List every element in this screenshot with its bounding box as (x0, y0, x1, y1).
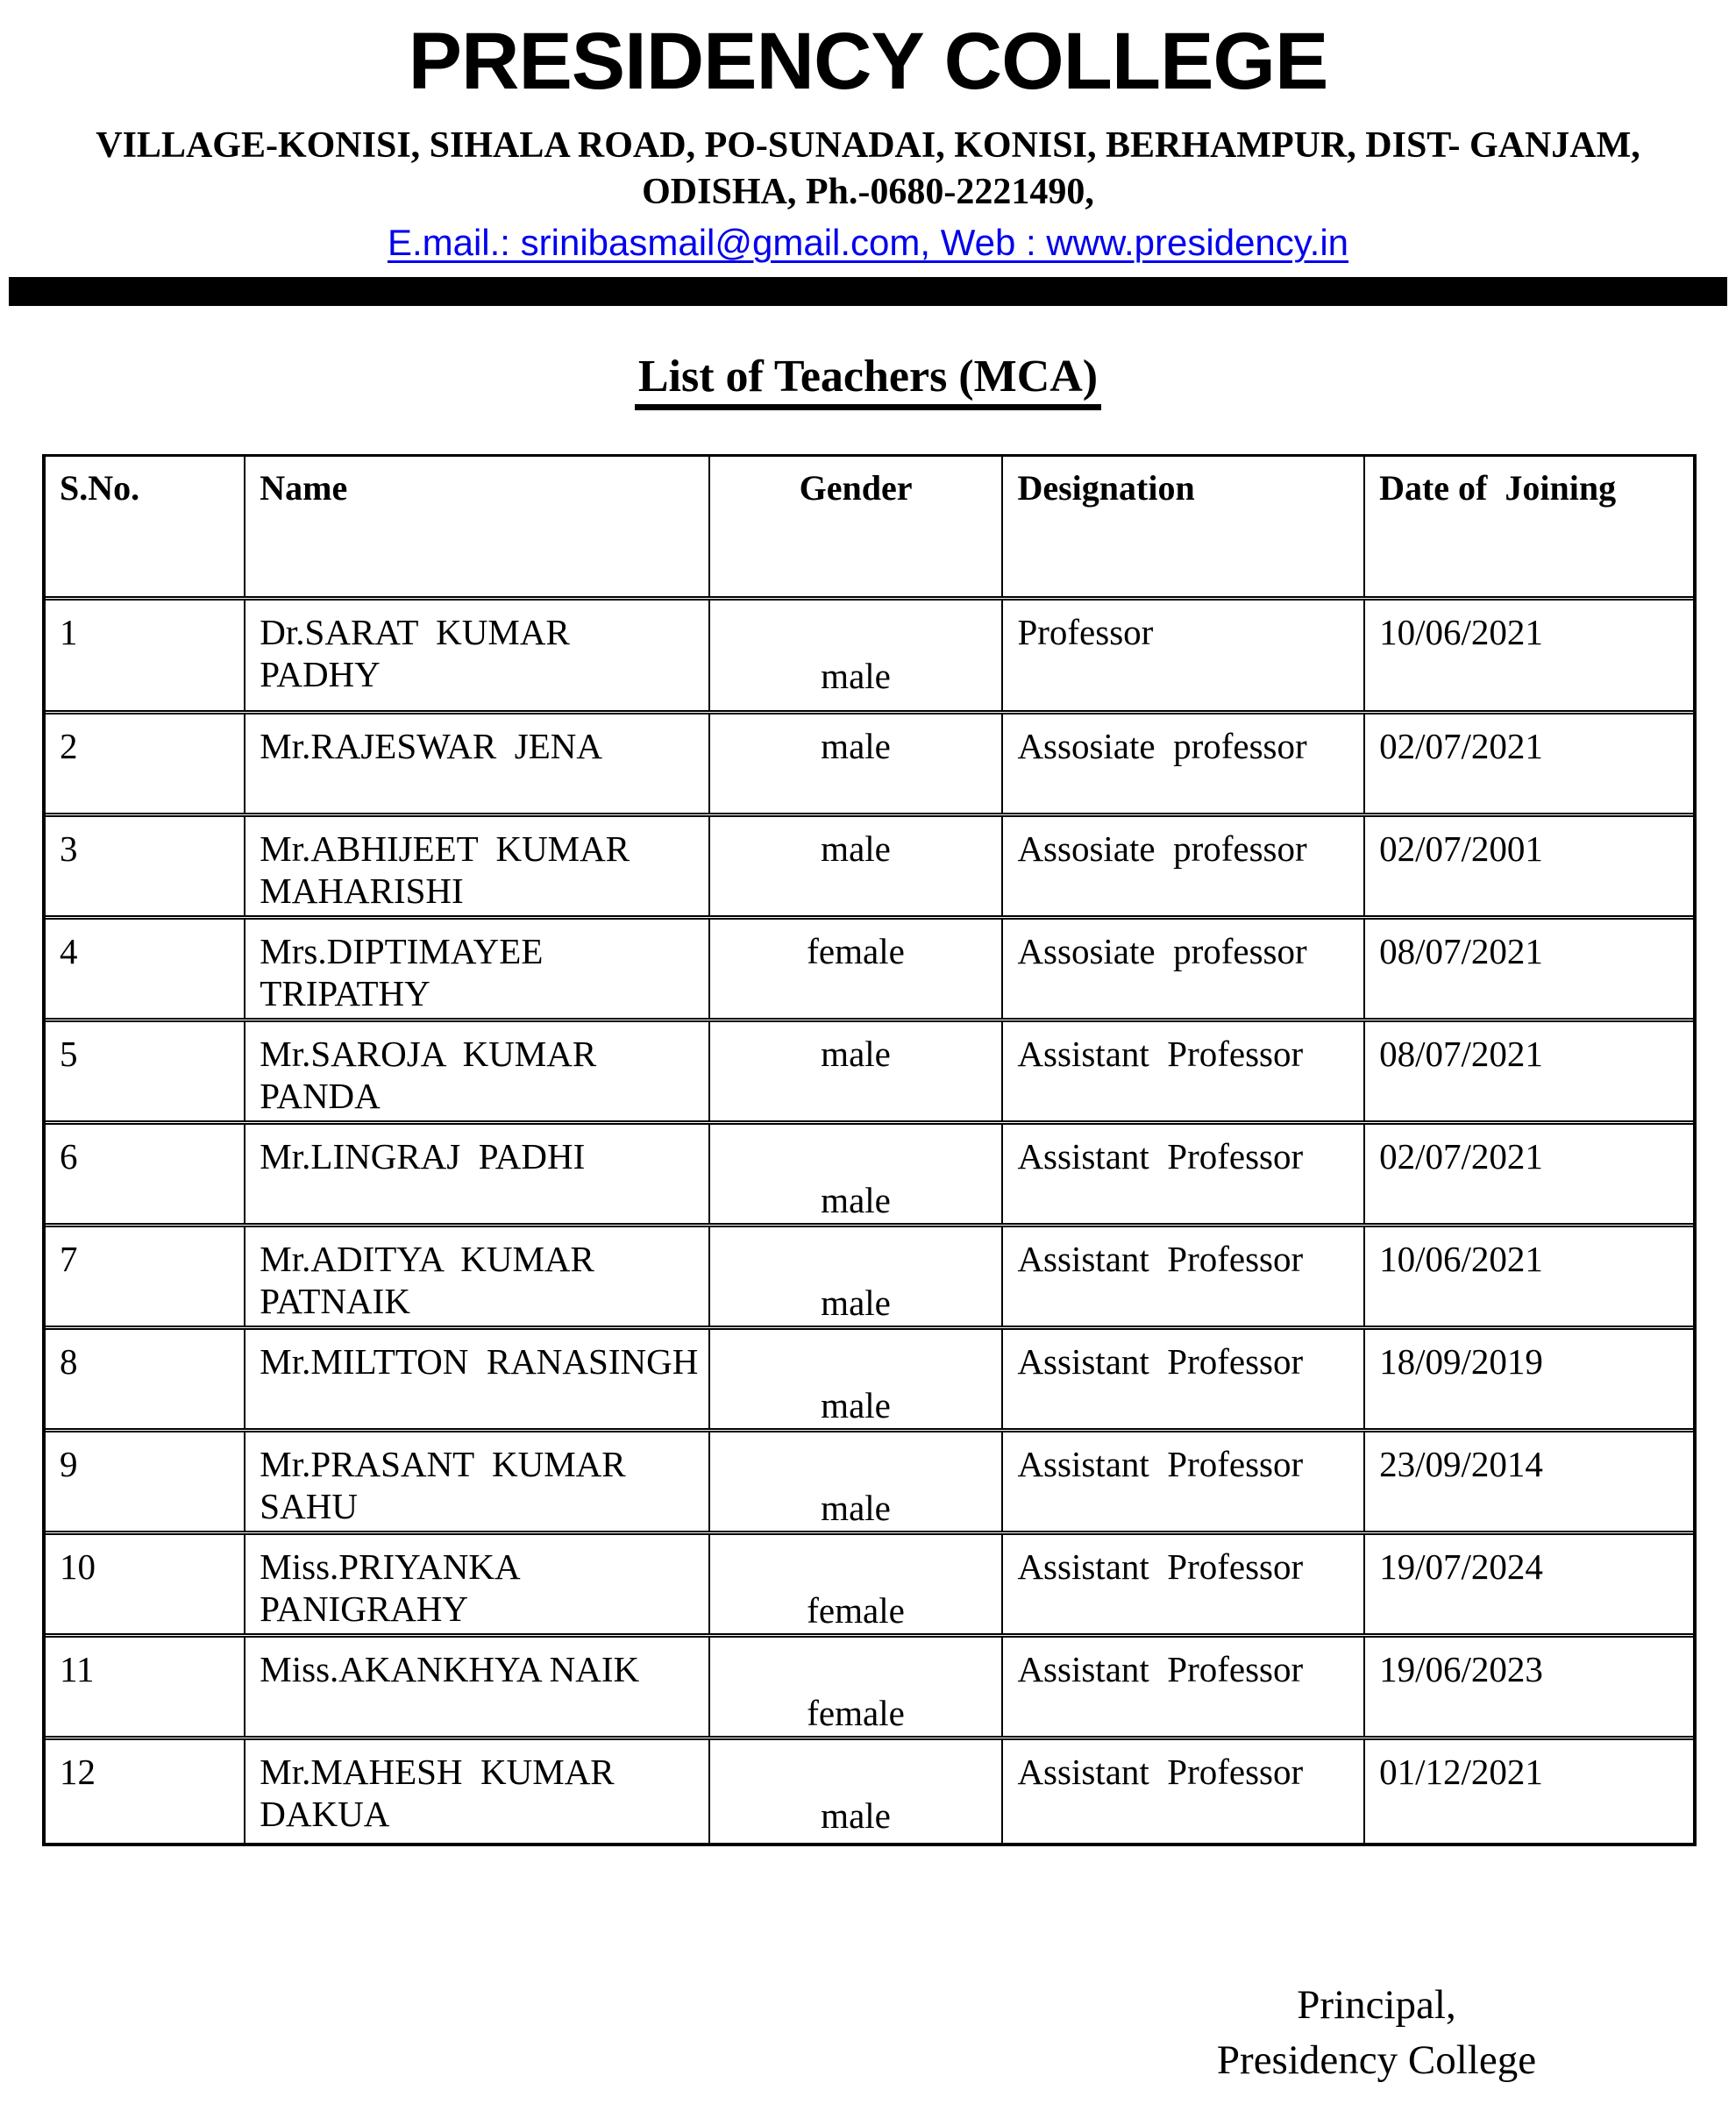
name-cell: Mr.ADITYA KUMAR PATNAIK (245, 1227, 710, 1326)
contact-line: E.mail.: srinibasmail@gmail.com, Web : w… (0, 221, 1736, 265)
designation-cell: Assistant Professor (1003, 1432, 1366, 1532)
date-cell: 10/06/2021 (1379, 1239, 1543, 1280)
sno-cell: 3 (46, 817, 246, 916)
date-cell: 02/07/2001 (1379, 828, 1543, 870)
date-cell: 08/07/2021 (1379, 1034, 1543, 1075)
sno-cell: 12 (46, 1740, 246, 1844)
college-name: PRESIDENCY COLLEGE (408, 17, 1329, 106)
designation-cell: Assistant Professor (1003, 1022, 1366, 1121)
date-cell: 02/07/2021 (1379, 1136, 1543, 1177)
designation-cell: Assosiate professor (1003, 817, 1366, 916)
name-cell: Mr.MILTTON RANASINGH (245, 1330, 710, 1429)
date-cell: 10/06/2021 (1379, 612, 1543, 653)
address-line-2: ODISHA, Ph.-0680-2221490, (642, 172, 1094, 212)
designation-cell: Assistant Professor (1003, 1125, 1366, 1224)
gender-cell: female (710, 1638, 1004, 1737)
sno-cell: 4 (46, 920, 246, 1019)
table-row: 7 Mr.ADITYA KUMAR PATNAIK male Assistant… (46, 1227, 1693, 1331)
designation-cell: Assosiate professor (1003, 714, 1366, 814)
signatory-title: Principal, (1297, 1982, 1456, 2028)
column-header-name: Name (245, 457, 710, 597)
table-row: 6 Mr.LINGRAJ PADHI male Assistant Profes… (46, 1125, 1693, 1228)
name-cell: Miss.AKANKHYA NAIK (245, 1638, 710, 1737)
sno-cell: 7 (46, 1227, 246, 1326)
name-cell: Mrs.DIPTIMAYEE TRIPATHY (245, 920, 710, 1019)
table-row: 10 Miss.PRIYANKA PANIGRAHY female Assist… (46, 1535, 1693, 1638)
designation-cell: Assistant Professor (1003, 1227, 1366, 1326)
table-row: 11 Miss.AKANKHYA NAIK female Assistant P… (46, 1638, 1693, 1741)
designation-cell: Assistant Professor (1003, 1535, 1366, 1634)
date-cell: 23/09/2014 (1379, 1444, 1543, 1485)
date-cell: 01/12/2021 (1379, 1752, 1543, 1793)
sno-cell: 2 (46, 714, 246, 814)
table-row: 8 Mr.MILTTON RANASINGH male Assistant Pr… (46, 1330, 1693, 1433)
date-cell: 18/09/2019 (1379, 1341, 1543, 1383)
name-cell: Mr.PRASANT KUMAR SAHU (245, 1432, 710, 1532)
sno-cell: 10 (46, 1535, 246, 1634)
college-address: VILLAGE-KONISI, SIHALA ROAD, PO-SUNADAI,… (0, 123, 1736, 216)
name-cell: Mr.MAHESH KUMAR DAKUA (245, 1740, 710, 1844)
column-header-gender: Gender (710, 457, 1004, 597)
signatory-org: Presidency College (1216, 2037, 1537, 2083)
address-line-1: VILLAGE-KONISI, SIHALA ROAD, PO-SUNADAI,… (96, 125, 1640, 166)
gender-cell: male (710, 1432, 1004, 1532)
designation-cell: Assistant Professor (1003, 1638, 1366, 1737)
signature-block: Principal, Presidency College (1157, 1978, 1596, 2088)
date-cell: 02/07/2021 (1379, 726, 1543, 767)
teachers-table: S.No. Name Gender Designation Date of Jo… (42, 454, 1697, 1847)
divider-bar (9, 277, 1727, 306)
gender-cell: male (710, 1125, 1004, 1224)
gender-cell: male (710, 601, 1004, 711)
date-cell: 19/07/2024 (1379, 1546, 1543, 1588)
sno-cell: 9 (46, 1432, 246, 1532)
gender-cell: female (710, 920, 1004, 1019)
designation-cell: Assistant Professor (1003, 1740, 1366, 1844)
gender-cell: male (710, 1227, 1004, 1326)
sno-cell: 11 (46, 1638, 246, 1737)
name-cell: Dr.SARAT KUMAR PADHY (245, 601, 710, 711)
table-row: 3 Mr.ABHIJEET KUMAR MAHARISHI male Assos… (46, 817, 1693, 920)
doc-title-wrap: List of Teachers (MCA) (0, 352, 1736, 411)
gender-cell: male (710, 1330, 1004, 1429)
gender-cell: male (710, 817, 1004, 916)
name-cell: Mr.LINGRAJ PADHI (245, 1125, 710, 1224)
designation-cell: Professor (1003, 601, 1366, 711)
table-row: 12 Mr.MAHESH KUMAR DAKUA male Assistant … (46, 1740, 1693, 1844)
table-row: 4 Mrs.DIPTIMAYEE TRIPATHY female Assosia… (46, 920, 1693, 1023)
email-web-link[interactable]: E.mail.: srinibasmail@gmail.com, Web : w… (387, 222, 1349, 263)
sno-cell: 1 (46, 601, 246, 711)
sno-cell: 6 (46, 1125, 246, 1224)
table-header-row: S.No. Name Gender Designation Date of Jo… (46, 457, 1693, 601)
name-cell: Mr.RAJESWAR JENA (245, 714, 710, 814)
table-row: 1 Dr.SARAT KUMAR PADHY male Professor 10… (46, 601, 1693, 715)
column-header-date-of-joining: Date of Joining (1379, 468, 1617, 508)
designation-cell: Assosiate professor (1003, 920, 1366, 1019)
table-row: 9 Mr.PRASANT KUMAR SAHU male Assistant P… (46, 1432, 1693, 1536)
name-cell: Mr.ABHIJEET KUMAR MAHARISHI (245, 817, 710, 916)
sno-cell: 8 (46, 1330, 246, 1429)
gender-cell: female (710, 1535, 1004, 1634)
gender-cell: male (710, 1740, 1004, 1844)
column-header-designation: Designation (1003, 457, 1366, 597)
designation-cell: Assistant Professor (1003, 1330, 1366, 1429)
name-cell: Miss.PRIYANKA PANIGRAHY (245, 1535, 710, 1634)
page-title: List of Teachers (MCA) (634, 352, 1102, 411)
gender-cell: male (710, 714, 1004, 814)
date-cell: 19/06/2023 (1379, 1649, 1543, 1690)
gender-cell: male (710, 1022, 1004, 1121)
table-row: 5 Mr.SAROJA KUMAR PANDA male Assistant P… (46, 1022, 1693, 1126)
name-cell: Mr.SAROJA KUMAR PANDA (245, 1022, 710, 1121)
sno-cell: 5 (46, 1022, 246, 1121)
date-cell: 08/07/2021 (1379, 931, 1543, 972)
column-header-sno: S.No. (46, 457, 246, 597)
table-row: 2 Mr.RAJESWAR JENA male Assosiate profes… (46, 714, 1693, 818)
